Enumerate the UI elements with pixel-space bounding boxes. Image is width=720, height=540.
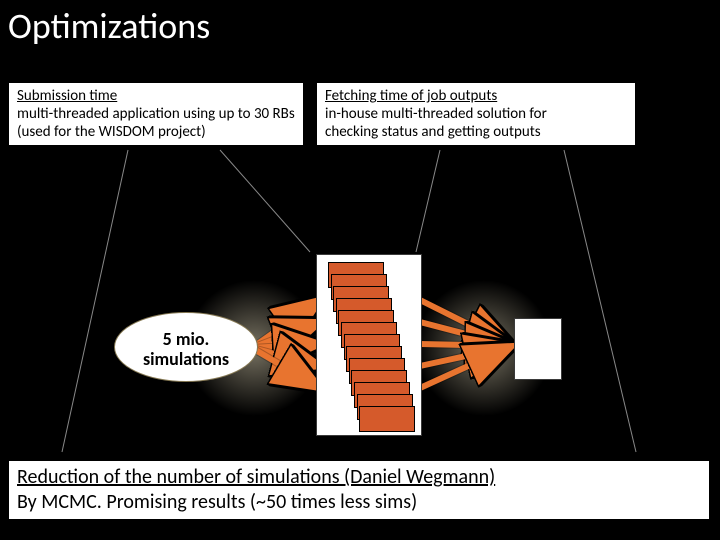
fetching-box: Fetching time of job outputs in-house mu… <box>316 82 636 146</box>
fetching-line2: checking status and getting outputs <box>325 123 541 141</box>
sims-line1: 5 mio. <box>163 328 210 350</box>
page-title: Optimizations <box>8 4 210 48</box>
simulations-label: 5 mio. simulations <box>126 330 246 370</box>
fetching-header: Fetching time of job outputs <box>325 87 497 105</box>
fetching-line1: in-house multi-threaded solution for <box>325 105 547 123</box>
output-box <box>514 318 562 380</box>
sims-line2: simulations <box>143 348 229 370</box>
submission-line1: multi-threaded application using up to 3… <box>17 105 295 123</box>
reduction-line1: Reduction of the number of simulations (… <box>17 465 495 489</box>
submission-line2: (used for the WISDOM project) <box>17 123 206 141</box>
grid-card <box>359 406 415 432</box>
reduction-box: Reduction of the number of simulations (… <box>8 460 710 520</box>
submission-box: Submission time multi-threaded applicati… <box>8 82 304 146</box>
grid-label: GRID <box>336 238 400 253</box>
reduction-line2: By MCMC. Promising results (~50 times le… <box>17 490 417 514</box>
submission-header: Submission time <box>17 87 117 105</box>
